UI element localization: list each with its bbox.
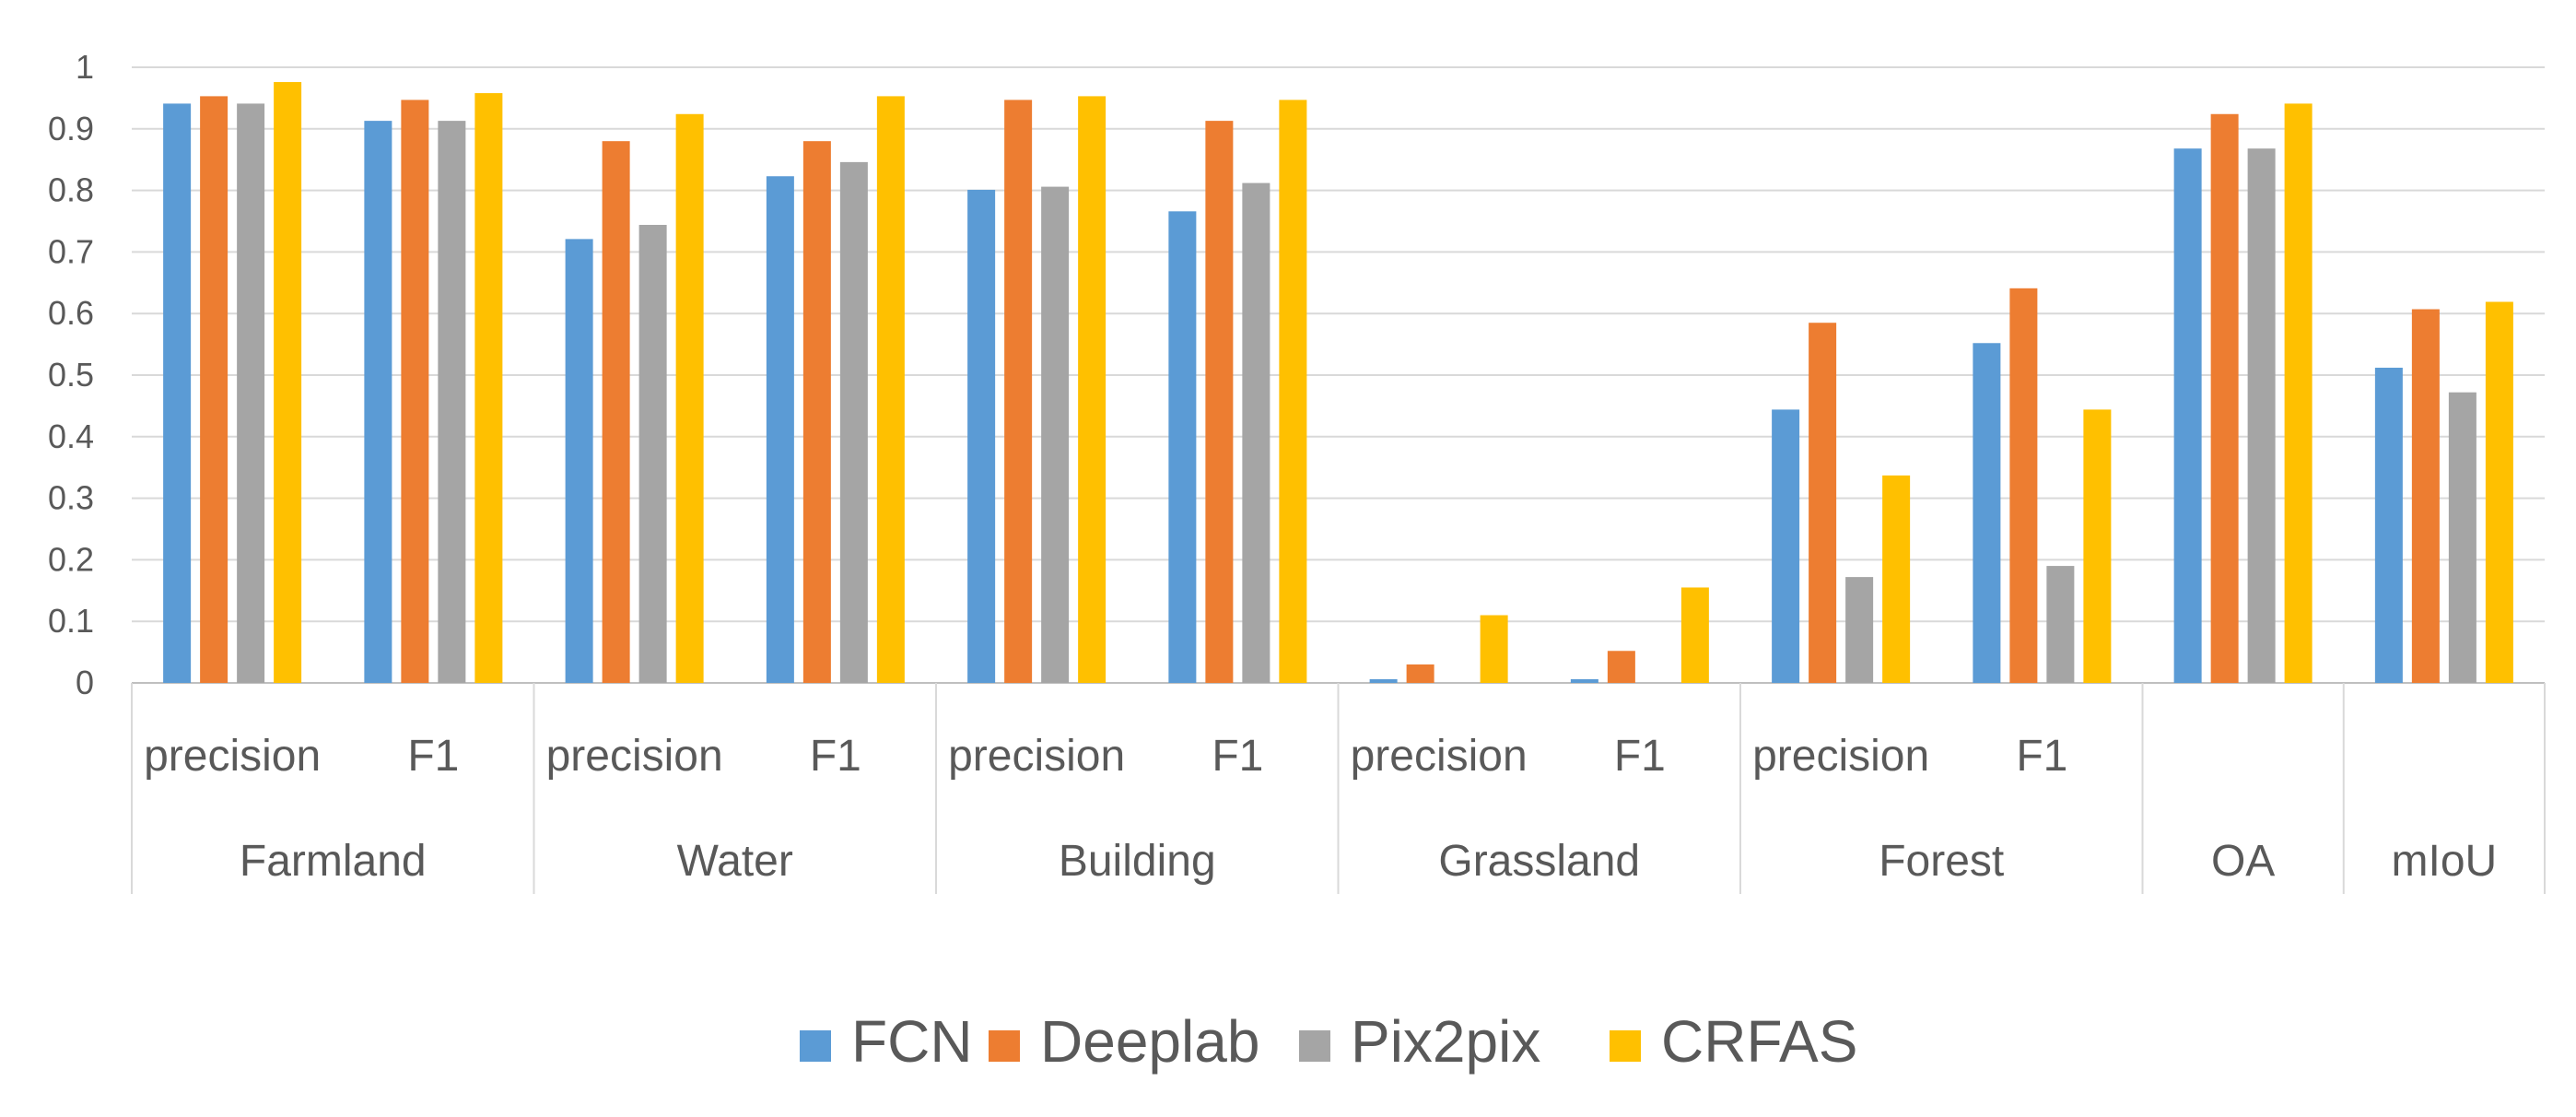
x-group-label: Building	[1059, 837, 1216, 886]
x-metric-label: precision	[144, 732, 321, 781]
x-metric-label: precision	[546, 732, 723, 781]
y-tick-label: 0.6	[48, 294, 94, 332]
bar-pix2pix-2	[638, 225, 667, 683]
bar-crfas-4	[1078, 96, 1107, 684]
bar-fcn-0	[163, 103, 192, 684]
y-tick-label: 0.3	[48, 479, 94, 517]
x-group-label: Water	[677, 837, 793, 886]
bar-deeplab-5	[1205, 121, 1234, 684]
legend-label-crfas: CRFAS	[1661, 1008, 1857, 1075]
bar-pix2pix-0	[237, 103, 265, 684]
x-metric-label: F1	[2016, 732, 2067, 781]
y-tick-label: 0.8	[48, 171, 94, 209]
legend-label-pix2pix: Pix2pix	[1351, 1008, 1540, 1075]
x-metric-label: F1	[810, 732, 861, 781]
y-axis: 0 0.1 0.2 0.3 0.4 0.5 0.6 0.7 0.8 0.9 1	[48, 48, 94, 701]
x-group-label: OA	[2211, 837, 2275, 886]
bar-deeplab-6	[1406, 664, 1434, 683]
x-metric-label: F1	[407, 732, 459, 781]
bar-pix2pix-8	[1845, 577, 1874, 683]
legend: FCN Deeplab Pix2pix CRFAS	[800, 1008, 1857, 1075]
bar-crfas-1	[474, 93, 503, 683]
bar-fcn-11	[2374, 367, 2403, 683]
bar-fcn-9	[1973, 343, 2001, 683]
bar-deeplab-11	[2411, 309, 2440, 683]
x-group-label: Grassland	[1438, 837, 1640, 886]
legend-label-fcn: FCN	[851, 1008, 973, 1075]
bar-pix2pix-4	[1041, 186, 1070, 684]
y-tick-label: 0.2	[48, 540, 94, 578]
bars	[163, 82, 2513, 684]
x-metric-label: precision	[1351, 732, 1528, 781]
bar-deeplab-3	[802, 141, 831, 683]
x-group-label: Forest	[1879, 837, 2004, 886]
bar-fcn-1	[364, 121, 392, 684]
bar-pix2pix-1	[438, 121, 466, 684]
bar-crfas-7	[1680, 587, 1709, 683]
bar-fcn-4	[967, 189, 996, 683]
y-tick-label: 0.7	[48, 232, 94, 270]
bar-deeplab-9	[2009, 288, 2038, 683]
y-tick-label: 0.1	[48, 602, 94, 640]
bar-fcn-5	[1168, 211, 1197, 683]
bar-pix2pix-11	[2448, 392, 2476, 683]
y-tick-label: 0.9	[48, 110, 94, 147]
x-metric-label: F1	[1614, 732, 1666, 781]
x-axis: precision F1 Farmland precision F1 Water preci…	[131, 683, 2546, 894]
gridlines	[132, 66, 2545, 684]
bar-crfas-8	[1882, 475, 1911, 683]
bar-crfas-6	[1480, 615, 1508, 683]
legend-swatch-pix2pix	[1299, 1030, 1330, 1062]
y-tick-label: 0.5	[48, 356, 94, 394]
bar-fcn-2	[565, 239, 593, 683]
bar-deeplab-4	[1004, 100, 1033, 684]
x-group-label: Farmland	[240, 837, 427, 886]
legend-label-deeplab: Deeplab	[1040, 1008, 1259, 1075]
bar-fcn-8	[1772, 409, 1800, 683]
bar-fcn-7	[1570, 678, 1598, 683]
x-metric-label: F1	[1212, 732, 1263, 781]
legend-swatch-fcn	[800, 1030, 831, 1062]
bar-crfas-11	[2485, 301, 2513, 683]
bar-crfas-0	[274, 82, 302, 684]
bar-deeplab-1	[401, 100, 429, 684]
bar-deeplab-2	[602, 141, 630, 683]
y-tick-label: 1	[76, 48, 94, 86]
bar-crfas-2	[675, 113, 704, 683]
bar-fcn-3	[766, 176, 794, 684]
bar-crfas-10	[2284, 103, 2313, 684]
y-tick-label: 0.4	[48, 417, 94, 455]
bar-crfas-3	[876, 96, 905, 684]
legend-swatch-crfas	[1610, 1030, 1641, 1062]
bar-deeplab-8	[1809, 323, 1837, 683]
bar-pix2pix-5	[1242, 182, 1270, 684]
bar-crfas-9	[2083, 409, 2112, 683]
x-group-label: mIoU	[2392, 837, 2498, 886]
bar-pix2pix-10	[2247, 148, 2276, 683]
x-metric-label: precision	[948, 732, 1125, 781]
bar-deeplab-7	[1607, 651, 1635, 683]
y-tick-label: 0	[76, 664, 94, 701]
legend-swatch-deeplab	[989, 1030, 1020, 1062]
bar-deeplab-10	[2210, 113, 2239, 683]
x-metric-label: precision	[1752, 732, 1929, 781]
bar-crfas-5	[1279, 100, 1307, 684]
bar-deeplab-0	[200, 96, 228, 684]
bar-fcn-6	[1369, 678, 1398, 683]
bar-pix2pix-9	[2046, 566, 2075, 683]
bar-pix2pix-3	[839, 161, 868, 683]
bar-fcn-10	[2173, 148, 2202, 683]
